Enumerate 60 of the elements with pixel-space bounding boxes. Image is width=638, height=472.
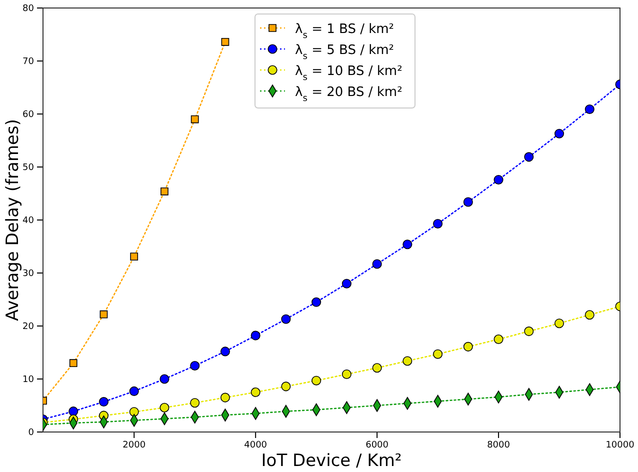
point — [312, 376, 322, 386]
point — [68, 406, 78, 416]
y-tick-label: 80 — [22, 4, 34, 14]
y-tick-label: 60 — [22, 110, 34, 120]
point — [160, 187, 168, 196]
point — [220, 392, 230, 402]
y-tick-label: 70 — [22, 56, 34, 67]
point — [402, 240, 412, 250]
y-tick-label: 0 — [28, 428, 34, 438]
legend-label: λ$_{s}$ = 5 BS / km² — [295, 43, 394, 62]
point — [220, 346, 230, 356]
point — [524, 152, 534, 162]
y-tick-label: 20 — [22, 322, 34, 332]
x-tick-label: 6000 — [366, 440, 389, 450]
y-tick-label: 10 — [22, 374, 34, 385]
x-axis-title: IoT Device / Km² — [261, 451, 402, 471]
point — [494, 174, 504, 184]
point — [433, 218, 443, 228]
y-axis-title: Average Delay (frames) — [3, 119, 23, 321]
point — [129, 407, 139, 417]
y-tick-label: 50 — [22, 162, 34, 173]
point — [342, 369, 352, 379]
point — [100, 310, 108, 318]
point — [160, 402, 170, 412]
point — [312, 297, 322, 307]
point — [524, 326, 534, 336]
point — [584, 310, 594, 320]
x-tick-label: 2000 — [122, 440, 146, 450]
point — [69, 359, 78, 368]
point — [281, 382, 291, 392]
point — [250, 387, 260, 398]
point — [433, 349, 443, 359]
point — [372, 259, 382, 269]
point — [463, 342, 473, 352]
point — [190, 115, 199, 124]
point — [584, 104, 594, 114]
y-tick-label: 40 — [22, 216, 34, 226]
x-tick-label: 4000 — [244, 440, 268, 450]
point — [342, 278, 352, 288]
point — [221, 38, 230, 46]
x-tick-label: 10000 — [606, 440, 635, 450]
point — [190, 398, 200, 408]
legend-label: λ$_{s}$ = 1 BS / km² — [295, 22, 394, 41]
point — [129, 386, 139, 396]
x-tick-label: 8000 — [487, 440, 510, 450]
point — [554, 318, 564, 328]
point — [494, 334, 504, 344]
point — [372, 363, 382, 373]
point — [130, 252, 138, 261]
y-tick-label: 30 — [22, 268, 34, 279]
point — [160, 374, 170, 384]
point — [250, 330, 260, 340]
legend-label: λ$_{s}$ = 10 BS / km² — [295, 64, 402, 83]
point — [402, 356, 412, 366]
point — [190, 360, 200, 371]
point — [463, 197, 473, 207]
point — [98, 397, 109, 407]
point — [554, 128, 564, 138]
point — [281, 314, 291, 324]
legend-label: λ$_{s}$ = 20 BS / km² — [295, 85, 402, 104]
